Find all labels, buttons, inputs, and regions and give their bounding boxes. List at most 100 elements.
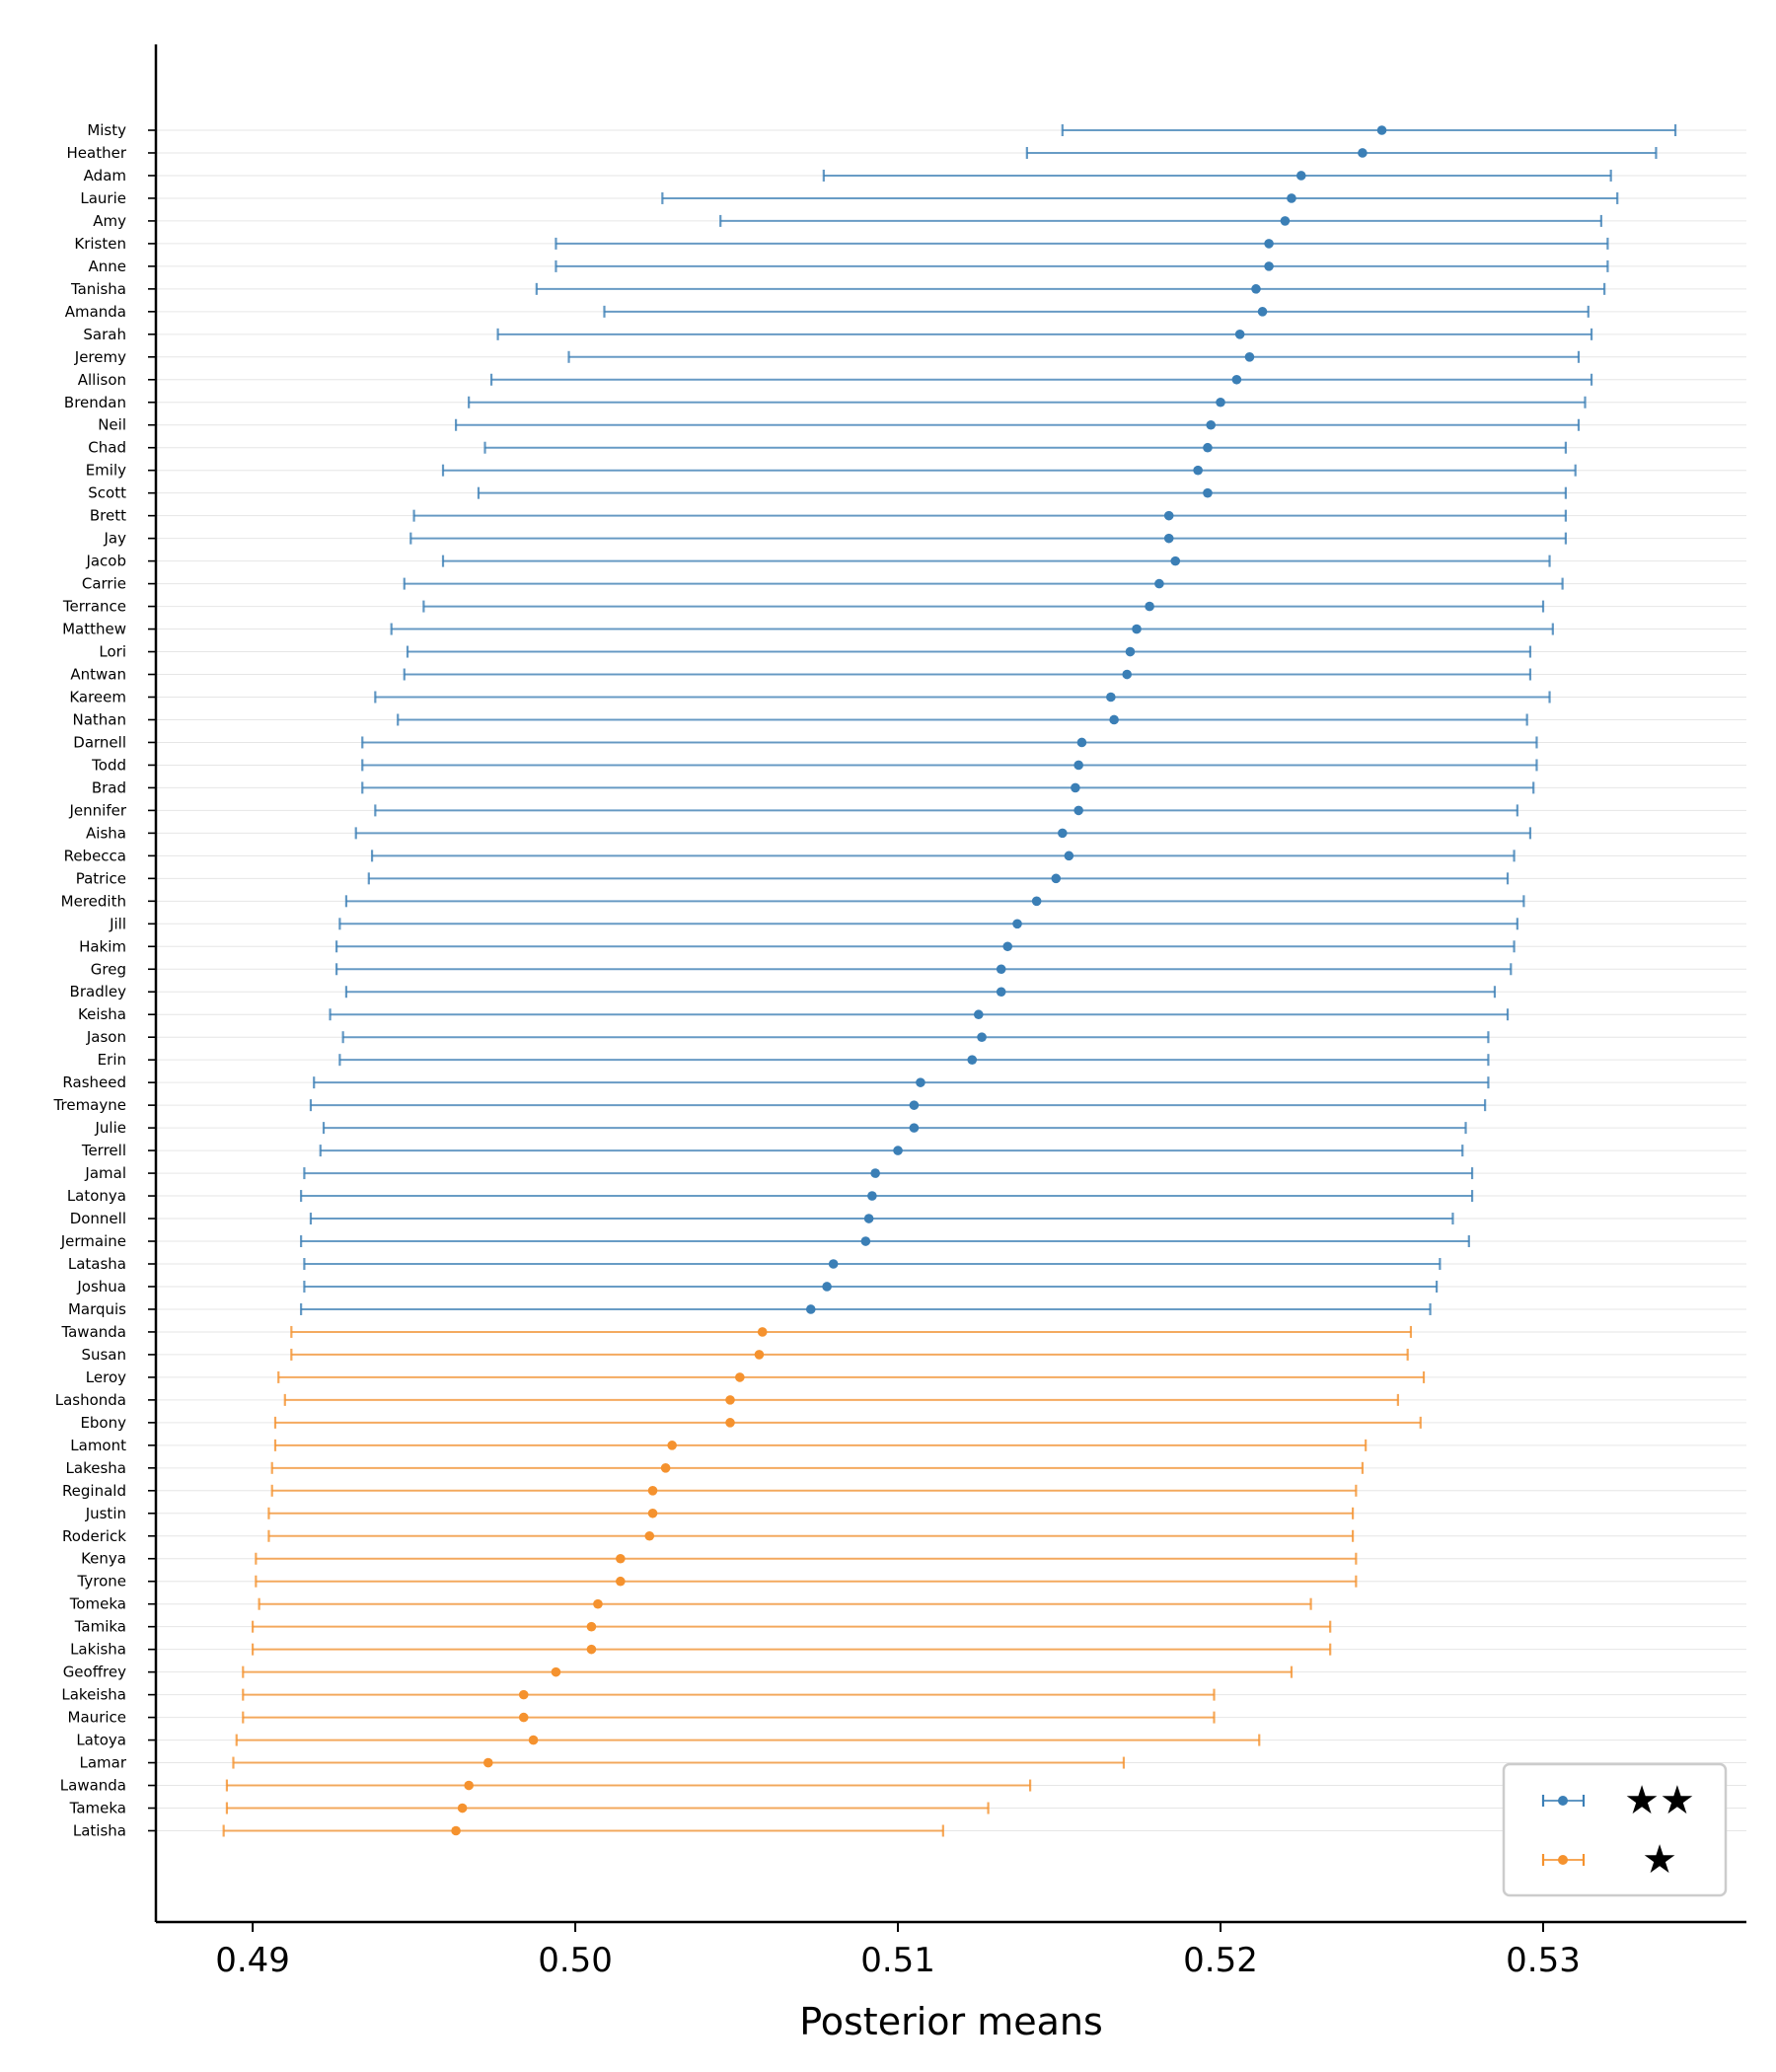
error-bar-row — [338, 1054, 1490, 1067]
x-tick-label: 0.52 — [1183, 1941, 1258, 1980]
error-bar-row — [251, 1643, 1332, 1656]
y-tick-label: Brendan — [64, 394, 126, 411]
mean-point — [1012, 919, 1022, 929]
error-bar-row — [390, 623, 1554, 635]
y-tick-label: Terrance — [62, 598, 126, 616]
error-bar-row — [496, 328, 1593, 340]
mean-point — [616, 1576, 626, 1587]
error-bar-row — [319, 1145, 1464, 1157]
error-bar-row — [255, 1552, 1358, 1565]
error-bar-row — [397, 713, 1528, 726]
y-tick-label: Patrice — [76, 869, 126, 887]
y-tick-label: Tremayne — [53, 1096, 126, 1114]
error-bar-row — [370, 850, 1516, 862]
mean-point — [1203, 487, 1213, 498]
error-bar-row — [441, 555, 1551, 567]
x-ticks: 0.49 0.50 0.51 0.52 0.53 — [215, 1922, 1581, 1980]
mean-point — [518, 1712, 529, 1723]
error-bar-row — [567, 350, 1581, 363]
y-tick-label: Jill — [109, 915, 126, 932]
grid-lines — [156, 129, 1746, 1831]
mean-point — [1106, 692, 1116, 703]
error-bar-row — [719, 214, 1602, 227]
mean-point — [1193, 465, 1203, 476]
legend: ★★★ — [1502, 1762, 1728, 1897]
y-tick-label: Amy — [93, 212, 126, 230]
mean-point — [1234, 330, 1245, 339]
y-tick-label: Susan — [81, 1346, 126, 1364]
y-tick-label: Lakisha — [70, 1641, 126, 1659]
mean-point — [518, 1689, 529, 1700]
error-bar-row — [300, 1302, 1432, 1315]
mean-point — [1051, 873, 1062, 884]
error-bar-row — [273, 1416, 1422, 1429]
y-tick-label: Darnell — [73, 733, 126, 751]
error-bar-row — [361, 736, 1538, 749]
error-bar-row — [412, 509, 1567, 522]
y-tick-label: Amanda — [65, 303, 126, 321]
y-tick-label: Sarah — [83, 326, 126, 343]
mean-point — [1163, 510, 1174, 521]
mean-point — [805, 1304, 816, 1314]
y-tick-label: Reginald — [62, 1482, 126, 1500]
y-tick-label: Jamal — [84, 1164, 126, 1182]
y-tick-label: Tamika — [74, 1618, 126, 1636]
error-bar-row — [258, 1597, 1312, 1610]
error-bar-row — [338, 918, 1518, 930]
error-bar-row — [267, 1529, 1355, 1542]
mean-point — [464, 1780, 474, 1791]
y-tick-label: Latisha — [73, 1822, 126, 1840]
y-tick-label: Latonya — [67, 1187, 126, 1205]
mean-point — [1264, 239, 1274, 249]
mean-point — [1358, 148, 1368, 158]
y-tick-label: Hakim — [79, 937, 126, 955]
mean-point — [1031, 896, 1042, 907]
error-bar-row — [309, 1099, 1487, 1112]
x-tick-label: 0.50 — [538, 1941, 613, 1980]
error-bar-row — [354, 827, 1532, 840]
error-bar-row — [313, 1076, 1490, 1089]
mean-point — [667, 1441, 677, 1450]
error-bar-row — [454, 418, 1581, 431]
y-tick-label: Laurie — [80, 189, 126, 207]
y-tick-labels: Misty Heather Adam Laurie Amy Kristen Anne Tani… — [53, 121, 156, 1840]
error-bar-row — [409, 532, 1567, 545]
error-bar-row — [422, 600, 1545, 613]
y-tick-label: Kareem — [69, 689, 126, 706]
error-bar-row — [283, 1393, 1399, 1406]
error-bar-row — [468, 396, 1587, 408]
x-tick-label: 0.53 — [1506, 1941, 1581, 1980]
y-tick-label: Rasheed — [62, 1073, 126, 1091]
y-tick-label: Jennifer — [68, 801, 126, 819]
mean-point — [1073, 805, 1083, 816]
y-tick-label: Justin — [85, 1505, 126, 1522]
y-tick-label: Julie — [95, 1119, 127, 1137]
error-bar-row — [225, 1779, 1032, 1792]
y-tick-label: Heather — [67, 144, 127, 162]
error-bar-row — [361, 759, 1538, 772]
mean-point — [1244, 352, 1255, 362]
error-bar-row — [225, 1802, 990, 1814]
error-bar-row — [290, 1348, 1409, 1361]
y-tick-label: Misty — [87, 121, 126, 139]
mean-point — [1295, 171, 1306, 181]
y-tick-label: Jeremy — [74, 348, 126, 366]
y-tick-label: Erin — [98, 1051, 126, 1069]
mean-point — [1064, 851, 1074, 861]
mean-point — [1287, 193, 1296, 203]
mean-point — [757, 1327, 768, 1337]
mean-point — [867, 1191, 877, 1201]
mean-point — [1122, 669, 1133, 680]
mean-point — [967, 1055, 978, 1065]
y-tick-label: Bradley — [70, 983, 127, 1000]
mean-point — [1109, 714, 1119, 725]
error-bar-row — [367, 872, 1510, 885]
mean-point — [660, 1463, 671, 1473]
mean-point — [1145, 601, 1154, 612]
mean-point — [1132, 624, 1142, 634]
mean-point — [1125, 646, 1136, 657]
y-tick-label: Lashonda — [55, 1391, 126, 1409]
mean-point — [754, 1350, 765, 1360]
error-bar-row — [1025, 146, 1658, 159]
